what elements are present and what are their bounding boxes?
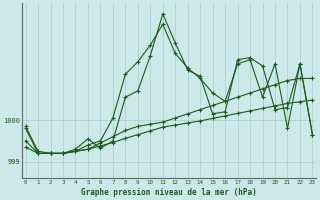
X-axis label: Graphe pression niveau de la mer (hPa): Graphe pression niveau de la mer (hPa) <box>81 188 257 197</box>
